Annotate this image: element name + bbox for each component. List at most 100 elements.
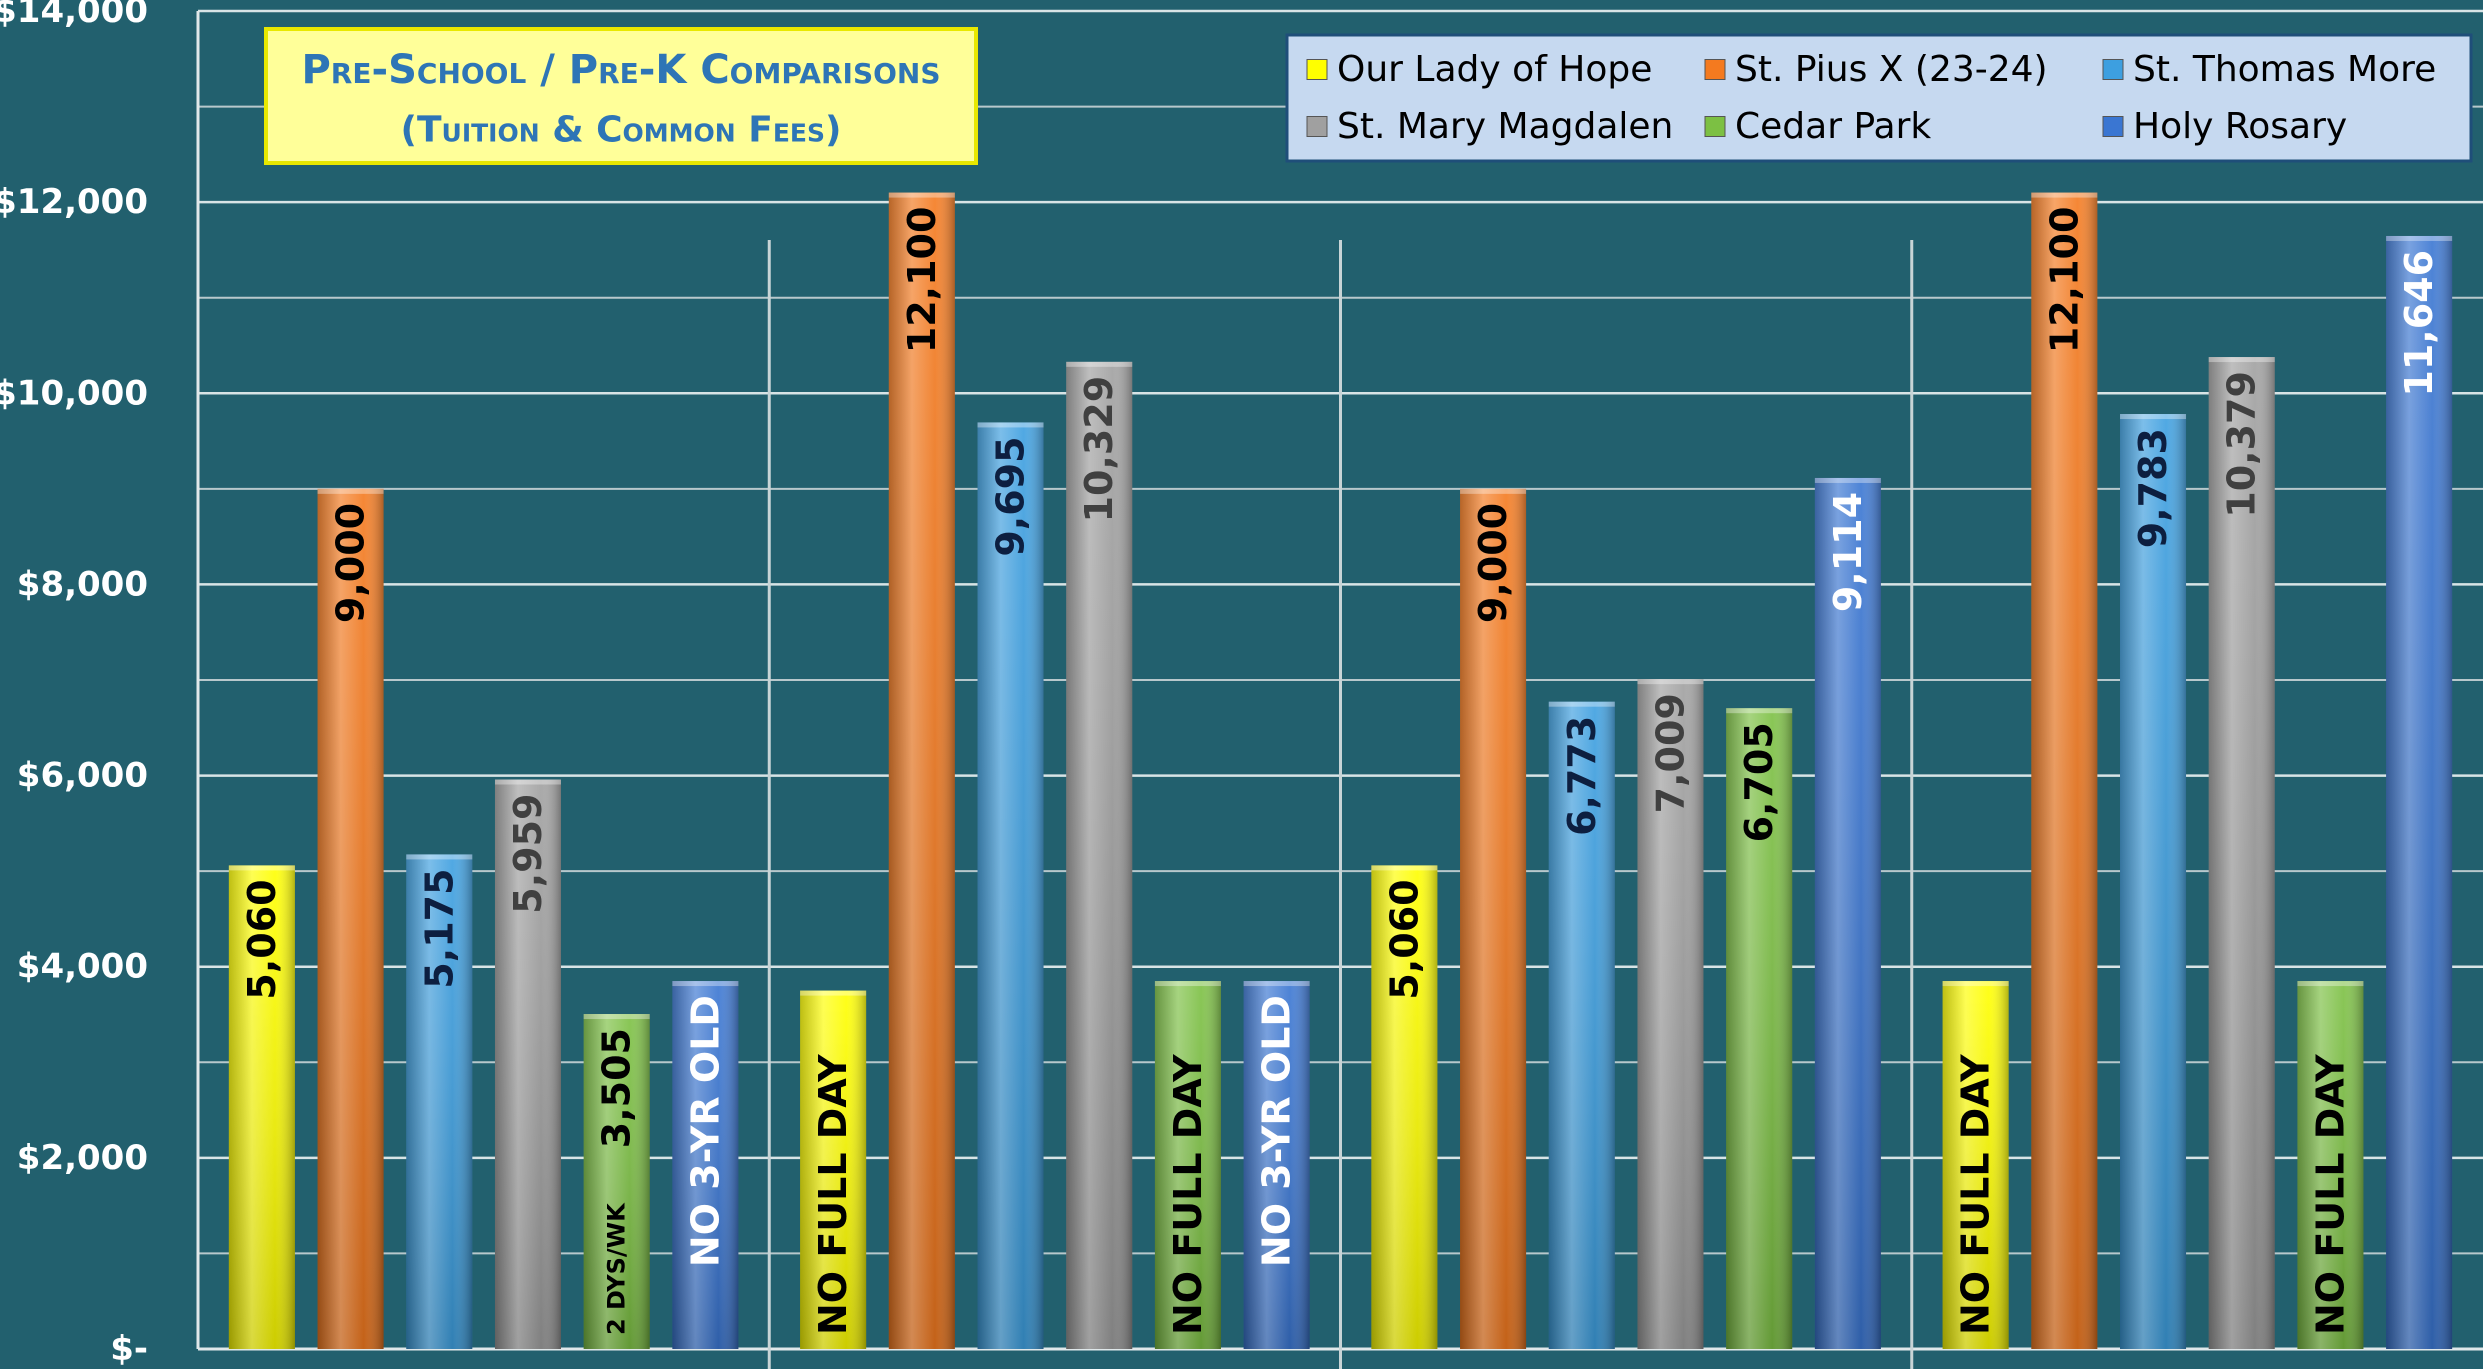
bar-shade: [1154, 981, 1221, 1349]
value-label: 9,783: [2131, 428, 2175, 548]
bar-cap: [672, 981, 739, 987]
y-tick-label: $4,000: [17, 947, 148, 987]
bar-cap: [1726, 708, 1793, 714]
y-tick-label: $2,000: [17, 1138, 148, 1178]
legend: Our Lady of Hope St. Pius X (23-24) St. Th…: [1285, 33, 2473, 163]
value-label: 5,060: [1382, 879, 1426, 999]
value-label: 9,000: [1471, 503, 1515, 623]
value-label: 5,060: [240, 879, 284, 999]
bar-shade: [1371, 865, 1438, 1349]
bar-shade: [1066, 361, 1133, 1349]
bar-shade: [2120, 414, 2187, 1349]
bar-cap: [1814, 477, 1881, 483]
legend-label: St. Thomas More: [2133, 49, 2436, 90]
bar-cap: [317, 488, 384, 494]
bar-shade: [2297, 981, 2364, 1349]
y-tick-label: $-: [110, 1329, 148, 1369]
title-box: Pre-School / Pre-K Comparisons (Tuition …: [264, 27, 978, 165]
value-label: 6,705: [1737, 722, 1781, 842]
bar-cap: [2031, 192, 2098, 198]
bar-shade: [672, 981, 739, 1349]
legend-swatch: [2102, 116, 2124, 137]
bar-cap: [2297, 981, 2364, 987]
bar-cap: [800, 990, 867, 996]
bar-shade: [228, 865, 295, 1349]
y-tick-label: $14,000: [0, 0, 148, 31]
value-label: 12,100: [2042, 207, 2086, 354]
bar-shade: [2386, 235, 2453, 1350]
bar-cap: [2208, 357, 2275, 363]
bar-cap: [406, 854, 473, 860]
legend-label: Cedar Park: [1735, 106, 1931, 147]
value-label: 9,695: [989, 436, 1033, 556]
bar-cap: [1460, 488, 1527, 494]
legend-swatch: [1704, 116, 1726, 137]
value-label: NO 3-YR OLD: [1255, 995, 1299, 1267]
value-label: 3,505: [595, 1028, 639, 1148]
value-label: NO FULL DAY: [811, 1054, 855, 1335]
bar-cap: [2386, 235, 2453, 241]
title-frame: [264, 27, 978, 165]
value-label: 11,646: [2397, 250, 2441, 397]
legend-label: St. Mary Magdalen: [1337, 106, 1673, 147]
bar-cap: [494, 779, 561, 785]
value-label: 9,000: [329, 503, 373, 623]
bar-cap: [1154, 981, 1221, 987]
value-label: NO FULL DAY: [1954, 1054, 1998, 1335]
bars: [228, 192, 2453, 1350]
bar-cap: [977, 422, 1044, 428]
legend-label: St. Pius X (23-24): [1735, 49, 2048, 90]
bar-shade: [1548, 701, 1615, 1349]
bar-shade: [800, 990, 867, 1349]
value-label: NO FULL DAY: [2308, 1054, 2352, 1335]
value-label: 9,114: [1826, 492, 1870, 612]
bar-shade: [406, 854, 473, 1349]
bar-note: 2 DYS/WK: [603, 1202, 631, 1335]
bar-cap: [583, 1014, 650, 1020]
bar-shade: [1942, 981, 2009, 1349]
bar-shade: [583, 1014, 650, 1349]
value-label: 7,009: [1648, 693, 1692, 813]
bar-shade: [888, 192, 955, 1350]
chart-title: Pre-School / Pre-K Comparisons: [301, 47, 940, 93]
value-label: NO FULL DAY: [1166, 1054, 1210, 1335]
bar-shade: [317, 488, 384, 1349]
bar-cap: [1066, 361, 1133, 367]
bar-cap: [2120, 414, 2187, 420]
bar-cap: [1637, 679, 1704, 685]
legend-swatch: [1306, 59, 1328, 80]
y-tick-label: $12,000: [0, 182, 148, 222]
value-label: 12,100: [900, 207, 944, 354]
legend-swatch: [2102, 59, 2124, 80]
value-label: 5,175: [417, 868, 461, 988]
bar-cap: [1942, 981, 2009, 987]
bar-shade: [2208, 357, 2275, 1349]
legend-swatch: [1306, 116, 1328, 137]
bar-shade: [1243, 981, 1310, 1349]
value-label: 10,379: [2220, 371, 2264, 518]
bar-shade: [1814, 477, 1881, 1349]
legend-label: Our Lady of Hope: [1337, 49, 1652, 90]
legend-frame: [1285, 33, 2473, 163]
bar-cap: [888, 192, 955, 198]
bar-shade: [1637, 679, 1704, 1349]
y-tick-label: $6,000: [17, 756, 148, 796]
labels: 5,060 NO FULL DAY 5,060 NO FULL DAY 9,000 12,…: [240, 207, 2441, 1335]
value-label: 10,329: [1077, 376, 1121, 523]
value-label: 5,959: [506, 793, 550, 913]
bar-cap: [1548, 701, 1615, 707]
bar-cap: [1371, 865, 1438, 871]
bar-shade: [2031, 192, 2098, 1350]
bar-cap: [1243, 981, 1310, 987]
bar-shade: [494, 779, 561, 1349]
bar-cap: [228, 865, 295, 871]
bar-shade: [977, 422, 1044, 1349]
bar-shade: [1726, 708, 1793, 1349]
legend-label: Holy Rosary: [2133, 106, 2347, 147]
legend-swatch: [1704, 59, 1726, 80]
chart-subtitle: (Tuition & Common Fees): [401, 110, 842, 151]
value-label: 6,773: [1560, 716, 1604, 836]
bar-shade: [1460, 488, 1527, 1349]
